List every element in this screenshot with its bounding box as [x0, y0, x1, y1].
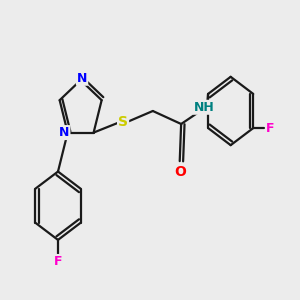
Text: F: F — [54, 255, 62, 268]
Text: S: S — [118, 115, 128, 129]
Text: O: O — [174, 164, 186, 178]
Text: F: F — [266, 122, 275, 135]
Text: N: N — [77, 72, 87, 85]
Text: NH: NH — [194, 101, 214, 114]
Text: N: N — [59, 126, 70, 139]
